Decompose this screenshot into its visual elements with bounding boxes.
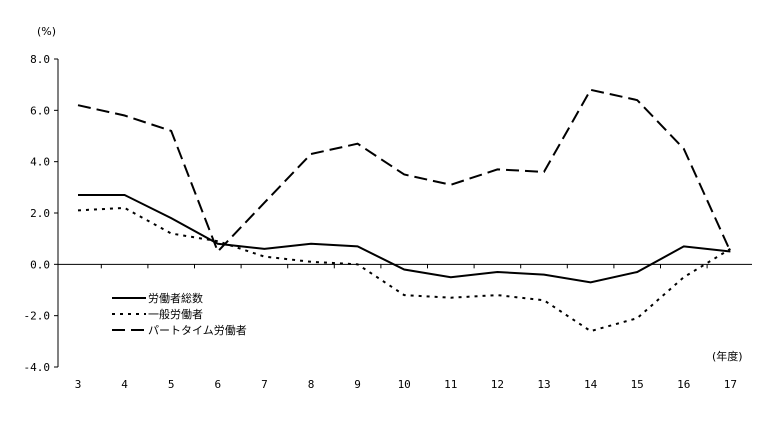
x-tick-label: 6 xyxy=(214,378,221,391)
y-axis-label: (%) xyxy=(37,25,56,38)
x-tick-label: 4 xyxy=(121,378,128,391)
series-line-3 xyxy=(77,88,732,254)
x-tick-label: 8 xyxy=(308,378,315,391)
y-tick-label: 4.0 xyxy=(30,156,50,169)
x-tick-label: 12 xyxy=(491,378,504,391)
y-tick-label: 0.0 xyxy=(30,258,50,271)
x-tick-labels: 3 4 5 6 7 8 9 10 11 12 13 14 15 16 17 xyxy=(75,264,737,391)
y-tick-labels: 8.0 6.0 4.0 2.0 0.0 -2.0 -4.0 xyxy=(24,53,58,374)
y-tick-label: -2.0 xyxy=(24,310,51,323)
legend-label-3: パートタイム労働者 xyxy=(148,323,247,337)
x-tick-label: 7 xyxy=(261,378,268,391)
x-tick-label: 13 xyxy=(537,378,550,391)
x-tick-label: 15 xyxy=(631,378,644,391)
x-tick-label: 5 xyxy=(168,378,175,391)
x-tick-label: 14 xyxy=(584,378,598,391)
x-tick-label: 9 xyxy=(354,378,361,391)
x-tick-label: 3 xyxy=(75,378,82,391)
legend-label-1: 労働者総数 xyxy=(148,291,203,305)
y-tick-label: 8.0 xyxy=(30,53,50,66)
x-axis-label: (年度) xyxy=(712,349,743,363)
x-tick-label: 10 xyxy=(398,378,411,391)
y-tick-label: 6.0 xyxy=(30,104,50,117)
y-tick-label: 2.0 xyxy=(30,207,50,220)
series-line-1 xyxy=(78,194,731,284)
x-tick-label: 16 xyxy=(677,378,690,391)
x-tick-label: 11 xyxy=(444,378,457,391)
y-tick-label: -4.0 xyxy=(24,361,51,374)
series-line-2 xyxy=(77,206,731,333)
series-lines xyxy=(77,88,732,333)
legend-label-2: 一般労働者 xyxy=(148,307,203,321)
x-tick-label: 17 xyxy=(724,378,737,391)
